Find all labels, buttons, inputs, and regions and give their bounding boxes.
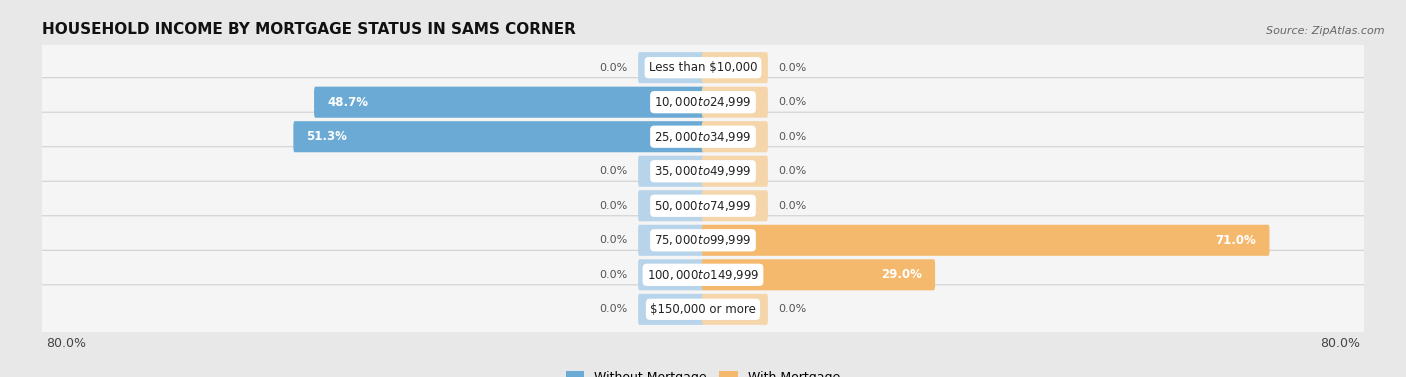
Text: 0.0%: 0.0% bbox=[599, 201, 627, 211]
FancyBboxPatch shape bbox=[638, 52, 704, 83]
Text: 0.0%: 0.0% bbox=[779, 201, 807, 211]
Text: $35,000 to $49,999: $35,000 to $49,999 bbox=[654, 164, 752, 178]
FancyBboxPatch shape bbox=[39, 285, 1367, 334]
FancyBboxPatch shape bbox=[638, 225, 704, 256]
Text: $10,000 to $24,999: $10,000 to $24,999 bbox=[654, 95, 752, 109]
FancyBboxPatch shape bbox=[702, 52, 768, 83]
FancyBboxPatch shape bbox=[294, 121, 704, 152]
Text: 51.3%: 51.3% bbox=[307, 130, 347, 143]
Text: 48.7%: 48.7% bbox=[328, 96, 368, 109]
Text: 0.0%: 0.0% bbox=[779, 132, 807, 142]
Text: HOUSEHOLD INCOME BY MORTGAGE STATUS IN SAMS CORNER: HOUSEHOLD INCOME BY MORTGAGE STATUS IN S… bbox=[42, 22, 576, 37]
Text: 0.0%: 0.0% bbox=[779, 304, 807, 314]
Text: 0.0%: 0.0% bbox=[599, 235, 627, 245]
Text: Source: ZipAtlas.com: Source: ZipAtlas.com bbox=[1267, 26, 1385, 37]
FancyBboxPatch shape bbox=[39, 250, 1367, 299]
FancyBboxPatch shape bbox=[702, 156, 768, 187]
FancyBboxPatch shape bbox=[702, 87, 768, 118]
FancyBboxPatch shape bbox=[39, 43, 1367, 92]
FancyBboxPatch shape bbox=[638, 294, 704, 325]
FancyBboxPatch shape bbox=[702, 190, 768, 221]
FancyBboxPatch shape bbox=[39, 78, 1367, 127]
Text: 0.0%: 0.0% bbox=[779, 166, 807, 176]
FancyBboxPatch shape bbox=[638, 156, 704, 187]
FancyBboxPatch shape bbox=[702, 225, 1270, 256]
Text: $75,000 to $99,999: $75,000 to $99,999 bbox=[654, 233, 752, 247]
FancyBboxPatch shape bbox=[39, 147, 1367, 196]
Text: 0.0%: 0.0% bbox=[599, 270, 627, 280]
Text: 71.0%: 71.0% bbox=[1216, 234, 1257, 247]
FancyBboxPatch shape bbox=[638, 190, 704, 221]
FancyBboxPatch shape bbox=[702, 294, 768, 325]
Text: 0.0%: 0.0% bbox=[779, 97, 807, 107]
FancyBboxPatch shape bbox=[638, 259, 704, 290]
Text: $150,000 or more: $150,000 or more bbox=[650, 303, 756, 316]
FancyBboxPatch shape bbox=[39, 216, 1367, 265]
Text: 0.0%: 0.0% bbox=[599, 304, 627, 314]
Text: 29.0%: 29.0% bbox=[882, 268, 922, 281]
Text: $50,000 to $74,999: $50,000 to $74,999 bbox=[654, 199, 752, 213]
FancyBboxPatch shape bbox=[39, 181, 1367, 230]
Text: 0.0%: 0.0% bbox=[599, 63, 627, 73]
Text: 0.0%: 0.0% bbox=[599, 166, 627, 176]
FancyBboxPatch shape bbox=[314, 87, 704, 118]
FancyBboxPatch shape bbox=[39, 112, 1367, 161]
Text: $100,000 to $149,999: $100,000 to $149,999 bbox=[647, 268, 759, 282]
Text: $25,000 to $34,999: $25,000 to $34,999 bbox=[654, 130, 752, 144]
FancyBboxPatch shape bbox=[702, 259, 935, 290]
Legend: Without Mortgage, With Mortgage: Without Mortgage, With Mortgage bbox=[561, 366, 845, 377]
Text: 0.0%: 0.0% bbox=[779, 63, 807, 73]
Text: Less than $10,000: Less than $10,000 bbox=[648, 61, 758, 74]
FancyBboxPatch shape bbox=[702, 121, 768, 152]
